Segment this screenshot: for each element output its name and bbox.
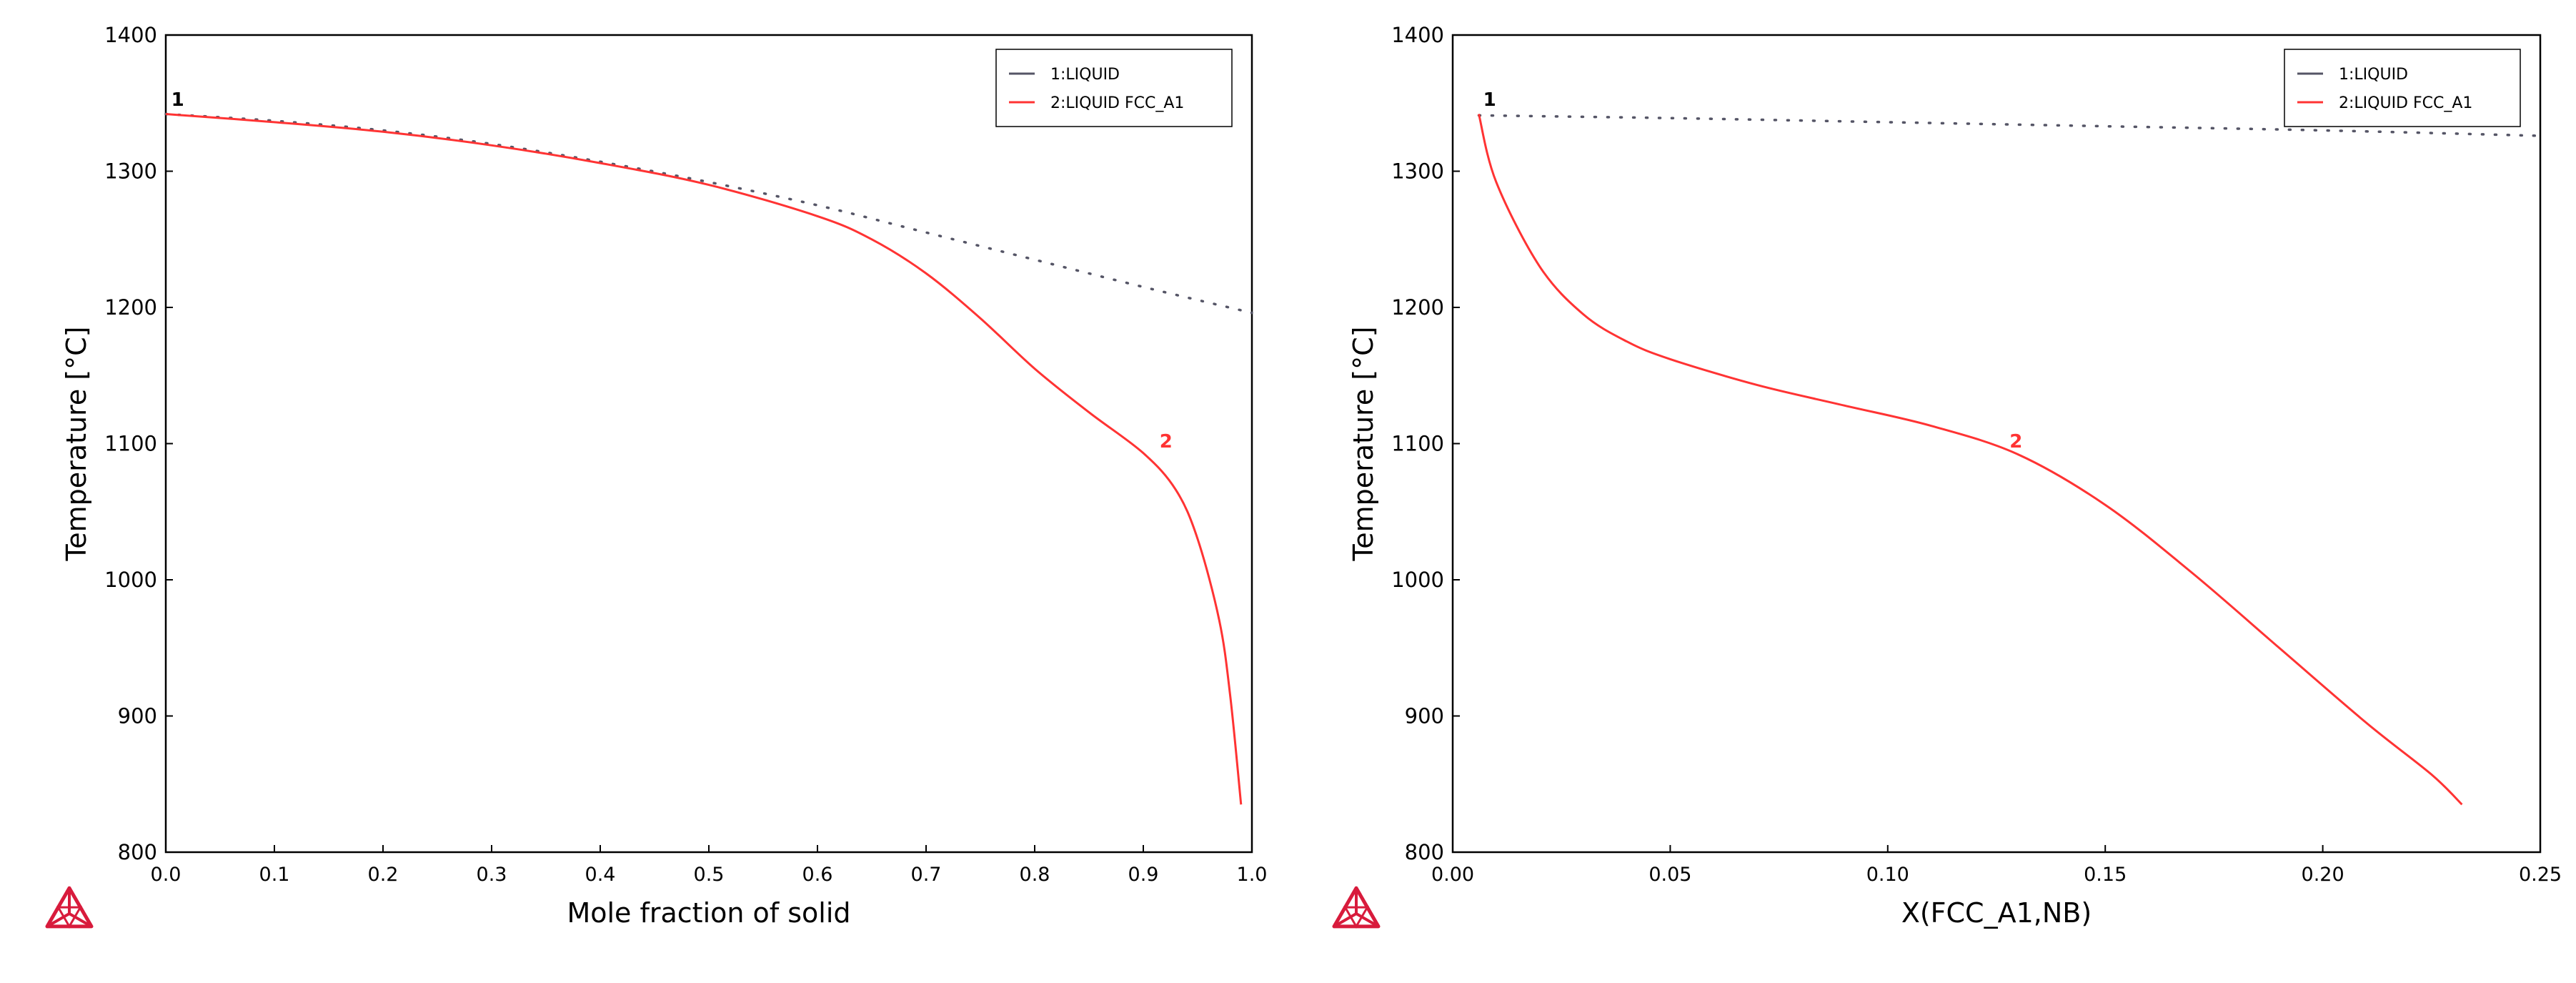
- curve-label-2: 2: [2009, 431, 2022, 453]
- x-tick-label: 0.6: [802, 864, 833, 886]
- y-axis-label: Temperature [°C]: [1348, 327, 1379, 562]
- x-tick-label: 0.0: [151, 864, 181, 886]
- x-tick-label: 0.15: [2084, 864, 2127, 886]
- x-tick-label: 0.20: [2302, 864, 2344, 886]
- x-tick-label: 0.05: [1648, 864, 1691, 886]
- series-line-2: [1478, 114, 2463, 806]
- y-tick-label: 1300: [104, 159, 157, 184]
- y-tick-label: 1400: [1391, 23, 1444, 47]
- x-tick-label: 0.00: [1431, 864, 1474, 886]
- x-tick-label: 0.10: [1866, 864, 1909, 886]
- logo-spoke: [69, 912, 92, 928]
- y-tick-label: 1000: [104, 568, 157, 592]
- y-tick-label: 1100: [1391, 432, 1444, 456]
- x-tick-label: 0.2: [368, 864, 399, 886]
- legend-box: [2284, 49, 2521, 127]
- x-tick-label: 0.4: [585, 864, 616, 886]
- x-tick-label: 0.7: [911, 864, 942, 886]
- legend-entry-1: 1:LIQUID: [2339, 66, 2408, 84]
- x-axis-label: Mole fraction of solid: [567, 897, 850, 929]
- curve-label-1: 1: [1483, 89, 1496, 111]
- series-line-1: [1477, 114, 2542, 137]
- logo-triangle-inner: [56, 906, 83, 929]
- chart-x-fcc-nb: 0.00 0.05 0.10 0.15 0.20 0.25 800 900 1000 1100 12…: [1288, 0, 2576, 980]
- y-axis-label: Temperature [°C]: [61, 327, 92, 562]
- logo-spoke: [1356, 912, 1379, 928]
- x-tick-label: 0.25: [2519, 864, 2562, 886]
- series-line-1: [164, 112, 1253, 315]
- y-tick-label: 800: [1405, 840, 1444, 864]
- y-tick-label: 1200: [1391, 295, 1444, 320]
- legend: 1:LIQUID 2:LIQUID FCC_A1: [995, 49, 1233, 127]
- logo-triangle-inner: [1343, 906, 1370, 929]
- legend-box: [995, 49, 1233, 127]
- y-tick-label: 1400: [104, 23, 157, 47]
- y-tick-label: 900: [1405, 704, 1444, 728]
- curve-label-1: 1: [171, 89, 184, 111]
- legend-entry-2: 2:LIQUID FCC_A1: [1050, 94, 1184, 112]
- y-tick-label: 1100: [104, 432, 157, 456]
- y-tick-label: 1200: [104, 295, 157, 320]
- logo-spoke: [46, 912, 70, 928]
- curve-label-2: 2: [1160, 431, 1173, 453]
- chart-svg-right: 0.00 0.05 0.10 0.15 0.20 0.258009001000110012…: [1332, 23, 2562, 929]
- x-tick-label: 0.3: [477, 864, 507, 886]
- x-tick-label: 0.1: [259, 864, 290, 886]
- y-tick-label: 900: [118, 704, 157, 728]
- x-tick-label: 1.0: [1237, 864, 1268, 886]
- legend: 1:LIQUID 2:LIQUID FCC_A1: [2284, 49, 2521, 127]
- plot-frame: [1451, 34, 2542, 854]
- chart-svg-left: 0.0 0.1 0.2 0.3 0.4 0.5 0.6 0.7 0.8 0.9 1.0 800 900 1…: [45, 23, 1268, 929]
- series-line-2: [165, 113, 1243, 805]
- legend-entry-1: 1:LIQUID: [1050, 66, 1120, 84]
- x-tick-label: 0.8: [1020, 864, 1050, 886]
- plot-frame: [164, 34, 1253, 854]
- x-axis-label: X(FCC_A1,NB): [1901, 897, 2092, 929]
- thermo-calc-logo-icon: [45, 886, 94, 929]
- y-tick-label: 1000: [1391, 568, 1444, 592]
- y-tick-label: 800: [118, 840, 157, 864]
- logo-spoke: [1333, 912, 1357, 928]
- legend-entry-2: 2:LIQUID FCC_A1: [2339, 94, 2472, 112]
- chart-mole-fraction: 0.0 0.1 0.2 0.3 0.4 0.5 0.6 0.7 0.8 0.9 1.0 800 900 1…: [0, 0, 1288, 980]
- thermo-calc-logo-icon: [1332, 886, 1381, 929]
- x-tick-label: 0.9: [1128, 864, 1159, 886]
- y-tick-label: 1300: [1391, 159, 1444, 184]
- x-tick-label: 0.5: [694, 864, 725, 886]
